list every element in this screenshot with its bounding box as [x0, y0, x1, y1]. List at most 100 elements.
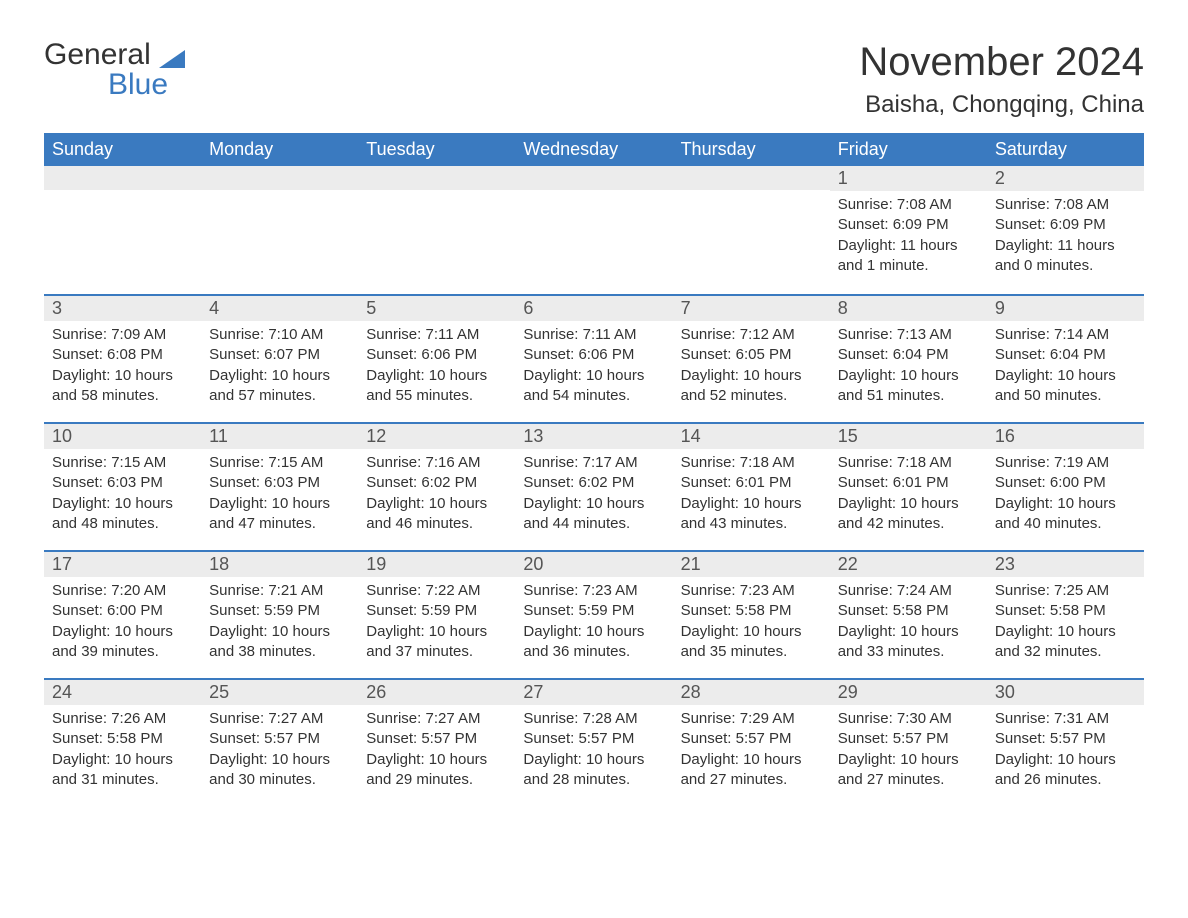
- calendar-week-row: 3Sunrise: 7:09 AMSunset: 6:08 PMDaylight…: [44, 294, 1144, 422]
- day-body: Sunrise: 7:18 AMSunset: 6:01 PMDaylight:…: [830, 449, 987, 540]
- calendar-cell: 20Sunrise: 7:23 AMSunset: 5:59 PMDayligh…: [515, 550, 672, 678]
- sunrise-line: Sunrise: 7:20 AM: [52, 581, 193, 601]
- daylight-line: Daylight: 11 hours and 1 minute.: [838, 236, 979, 277]
- day-number: 30: [987, 678, 1144, 705]
- sunrise-line: Sunrise: 7:17 AM: [523, 453, 664, 473]
- calendar-cell: 3Sunrise: 7:09 AMSunset: 6:08 PMDaylight…: [44, 294, 201, 422]
- sunrise-line: Sunrise: 7:23 AM: [681, 581, 822, 601]
- sunset-line: Sunset: 6:01 PM: [681, 473, 822, 493]
- sunset-line: Sunset: 5:58 PM: [995, 601, 1136, 621]
- day-number: 3: [44, 294, 201, 321]
- calendar-cell: [673, 166, 830, 294]
- sunrise-line: Sunrise: 7:22 AM: [366, 581, 507, 601]
- day-number: [201, 166, 358, 190]
- day-number: 18: [201, 550, 358, 577]
- sunset-line: Sunset: 5:57 PM: [681, 729, 822, 749]
- calendar-cell: 5Sunrise: 7:11 AMSunset: 6:06 PMDaylight…: [358, 294, 515, 422]
- weekday-header: Thursday: [673, 133, 830, 166]
- daylight-line: Daylight: 10 hours and 33 minutes.: [838, 622, 979, 663]
- daylight-line: Daylight: 10 hours and 50 minutes.: [995, 366, 1136, 407]
- calendar-cell: [44, 166, 201, 294]
- daylight-line: Daylight: 10 hours and 37 minutes.: [366, 622, 507, 663]
- day-body: Sunrise: 7:12 AMSunset: 6:05 PMDaylight:…: [673, 321, 830, 412]
- daylight-line: Daylight: 10 hours and 52 minutes.: [681, 366, 822, 407]
- calendar-cell: 6Sunrise: 7:11 AMSunset: 6:06 PMDaylight…: [515, 294, 672, 422]
- logo: General Blue: [44, 40, 185, 100]
- day-body: Sunrise: 7:15 AMSunset: 6:03 PMDaylight:…: [201, 449, 358, 540]
- calendar-cell: 15Sunrise: 7:18 AMSunset: 6:01 PMDayligh…: [830, 422, 987, 550]
- daylight-line: Daylight: 10 hours and 26 minutes.: [995, 750, 1136, 791]
- day-body: Sunrise: 7:15 AMSunset: 6:03 PMDaylight:…: [44, 449, 201, 540]
- sunrise-line: Sunrise: 7:19 AM: [995, 453, 1136, 473]
- day-number: 1: [830, 166, 987, 191]
- calendar-cell: 25Sunrise: 7:27 AMSunset: 5:57 PMDayligh…: [201, 678, 358, 806]
- sunset-line: Sunset: 5:59 PM: [523, 601, 664, 621]
- calendar-cell: 8Sunrise: 7:13 AMSunset: 6:04 PMDaylight…: [830, 294, 987, 422]
- title-block: November 2024 Baisha, Chongqing, China: [859, 40, 1144, 119]
- calendar-cell: 24Sunrise: 7:26 AMSunset: 5:58 PMDayligh…: [44, 678, 201, 806]
- sunrise-line: Sunrise: 7:18 AM: [838, 453, 979, 473]
- sunrise-line: Sunrise: 7:11 AM: [366, 325, 507, 345]
- daylight-line: Daylight: 10 hours and 42 minutes.: [838, 494, 979, 535]
- sunset-line: Sunset: 5:57 PM: [838, 729, 979, 749]
- day-body: Sunrise: 7:23 AMSunset: 5:59 PMDaylight:…: [515, 577, 672, 668]
- day-number: 4: [201, 294, 358, 321]
- sunrise-line: Sunrise: 7:14 AM: [995, 325, 1136, 345]
- daylight-line: Daylight: 10 hours and 40 minutes.: [995, 494, 1136, 535]
- calendar-cell: 28Sunrise: 7:29 AMSunset: 5:57 PMDayligh…: [673, 678, 830, 806]
- day-number: 15: [830, 422, 987, 449]
- calendar-cell: 12Sunrise: 7:16 AMSunset: 6:02 PMDayligh…: [358, 422, 515, 550]
- weekday-header: Saturday: [987, 133, 1144, 166]
- daylight-line: Daylight: 10 hours and 47 minutes.: [209, 494, 350, 535]
- logo-triangle-icon: [159, 42, 185, 75]
- calendar-body: 1Sunrise: 7:08 AMSunset: 6:09 PMDaylight…: [44, 166, 1144, 806]
- sunset-line: Sunset: 6:03 PM: [209, 473, 350, 493]
- page-subtitle: Baisha, Chongqing, China: [859, 91, 1144, 119]
- daylight-line: Daylight: 10 hours and 28 minutes.: [523, 750, 664, 791]
- calendar-cell: 4Sunrise: 7:10 AMSunset: 6:07 PMDaylight…: [201, 294, 358, 422]
- day-number: 21: [673, 550, 830, 577]
- day-number: 8: [830, 294, 987, 321]
- daylight-line: Daylight: 10 hours and 57 minutes.: [209, 366, 350, 407]
- daylight-line: Daylight: 10 hours and 51 minutes.: [838, 366, 979, 407]
- day-body: Sunrise: 7:11 AMSunset: 6:06 PMDaylight:…: [515, 321, 672, 412]
- daylight-line: Daylight: 10 hours and 35 minutes.: [681, 622, 822, 663]
- sunrise-line: Sunrise: 7:10 AM: [209, 325, 350, 345]
- daylight-line: Daylight: 10 hours and 29 minutes.: [366, 750, 507, 791]
- calendar-cell: 1Sunrise: 7:08 AMSunset: 6:09 PMDaylight…: [830, 166, 987, 294]
- sunrise-line: Sunrise: 7:24 AM: [838, 581, 979, 601]
- calendar-cell: 2Sunrise: 7:08 AMSunset: 6:09 PMDaylight…: [987, 166, 1144, 294]
- day-body: [44, 190, 201, 270]
- daylight-line: Daylight: 10 hours and 30 minutes.: [209, 750, 350, 791]
- daylight-line: Daylight: 10 hours and 58 minutes.: [52, 366, 193, 407]
- day-body: Sunrise: 7:27 AMSunset: 5:57 PMDaylight:…: [201, 705, 358, 796]
- sunset-line: Sunset: 5:59 PM: [209, 601, 350, 621]
- day-body: Sunrise: 7:30 AMSunset: 5:57 PMDaylight:…: [830, 705, 987, 796]
- day-number: 11: [201, 422, 358, 449]
- calendar-cell: 29Sunrise: 7:30 AMSunset: 5:57 PMDayligh…: [830, 678, 987, 806]
- header-bar: General Blue November 2024 Baisha, Chong…: [44, 40, 1144, 119]
- calendar-week-row: 24Sunrise: 7:26 AMSunset: 5:58 PMDayligh…: [44, 678, 1144, 806]
- day-body: Sunrise: 7:29 AMSunset: 5:57 PMDaylight:…: [673, 705, 830, 796]
- sunset-line: Sunset: 6:01 PM: [838, 473, 979, 493]
- daylight-line: Daylight: 10 hours and 48 minutes.: [52, 494, 193, 535]
- day-number: 7: [673, 294, 830, 321]
- daylight-line: Daylight: 10 hours and 38 minutes.: [209, 622, 350, 663]
- daylight-line: Daylight: 10 hours and 36 minutes.: [523, 622, 664, 663]
- weekday-header: Wednesday: [515, 133, 672, 166]
- sunrise-line: Sunrise: 7:08 AM: [995, 195, 1136, 215]
- day-number: 2: [987, 166, 1144, 191]
- sunset-line: Sunset: 6:08 PM: [52, 345, 193, 365]
- calendar-table: SundayMondayTuesdayWednesdayThursdayFrid…: [44, 133, 1144, 806]
- weekday-header: Friday: [830, 133, 987, 166]
- day-number: 19: [358, 550, 515, 577]
- sunrise-line: Sunrise: 7:15 AM: [52, 453, 193, 473]
- calendar-cell: 16Sunrise: 7:19 AMSunset: 6:00 PMDayligh…: [987, 422, 1144, 550]
- calendar-cell: [358, 166, 515, 294]
- sunrise-line: Sunrise: 7:29 AM: [681, 709, 822, 729]
- day-body: Sunrise: 7:18 AMSunset: 6:01 PMDaylight:…: [673, 449, 830, 540]
- calendar-cell: [201, 166, 358, 294]
- day-number: 9: [987, 294, 1144, 321]
- day-body: [673, 190, 830, 270]
- daylight-line: Daylight: 10 hours and 43 minutes.: [681, 494, 822, 535]
